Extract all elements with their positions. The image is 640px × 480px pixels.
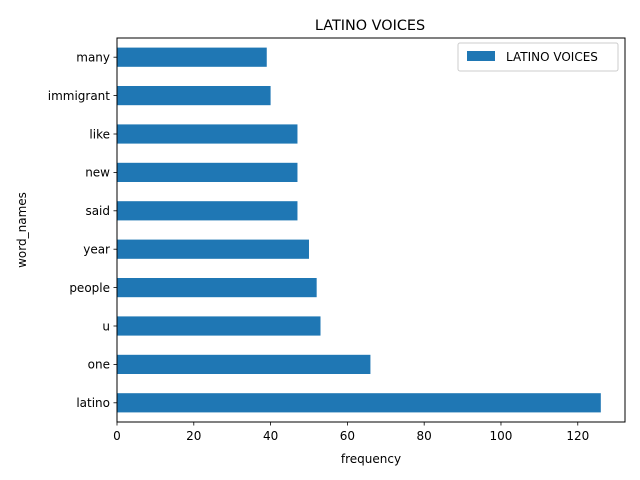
legend-swatch xyxy=(467,51,495,61)
bar-people xyxy=(117,278,317,298)
x-axis-label: frequency xyxy=(341,452,401,466)
x-tick-group: 0 20 40 60 80 100 120 xyxy=(113,422,589,443)
bar-u xyxy=(117,316,321,336)
x-tick-label-0: 0 xyxy=(113,429,121,443)
bar-new xyxy=(117,162,298,182)
y-tick-label-u: u xyxy=(102,319,110,333)
y-axis-label: word_names xyxy=(15,192,29,268)
y-tick-label-many: many xyxy=(76,51,110,65)
bar-said xyxy=(117,201,298,221)
legend-label: LATINO VOICES xyxy=(506,50,598,64)
bar-many xyxy=(117,47,267,67)
y-tick-label-year: year xyxy=(83,243,110,257)
y-tick-group: latino one u people year said new like immigrant… xyxy=(48,51,117,410)
x-tick-label-60: 60 xyxy=(340,429,355,443)
y-tick-label-new: new xyxy=(85,166,110,180)
bar-latino xyxy=(117,393,601,413)
y-tick-label-said: said xyxy=(85,204,110,218)
bar-one xyxy=(117,354,371,374)
x-tick-label-80: 80 xyxy=(417,429,432,443)
bar-year xyxy=(117,239,309,259)
y-tick-label-one: one xyxy=(88,358,110,372)
legend-box xyxy=(457,42,619,72)
legend: LATINO VOICES xyxy=(457,42,619,72)
x-tick-label-20: 20 xyxy=(186,429,201,443)
x-tick-label-40: 40 xyxy=(263,429,278,443)
x-tick-label-120: 120 xyxy=(566,429,589,443)
bar-like xyxy=(117,124,298,144)
chart-title: LATINO VOICES xyxy=(315,18,425,34)
plot-frame xyxy=(116,37,626,423)
y-tick-label-like: like xyxy=(89,127,110,141)
y-tick-label-latino: latino xyxy=(76,396,110,410)
bar-immigrant xyxy=(117,86,271,106)
y-tick-label-immigrant: immigrant xyxy=(48,89,111,103)
x-tick-label-100: 100 xyxy=(490,429,513,443)
bars-group xyxy=(117,47,601,413)
y-tick-label-people: people xyxy=(69,281,110,295)
